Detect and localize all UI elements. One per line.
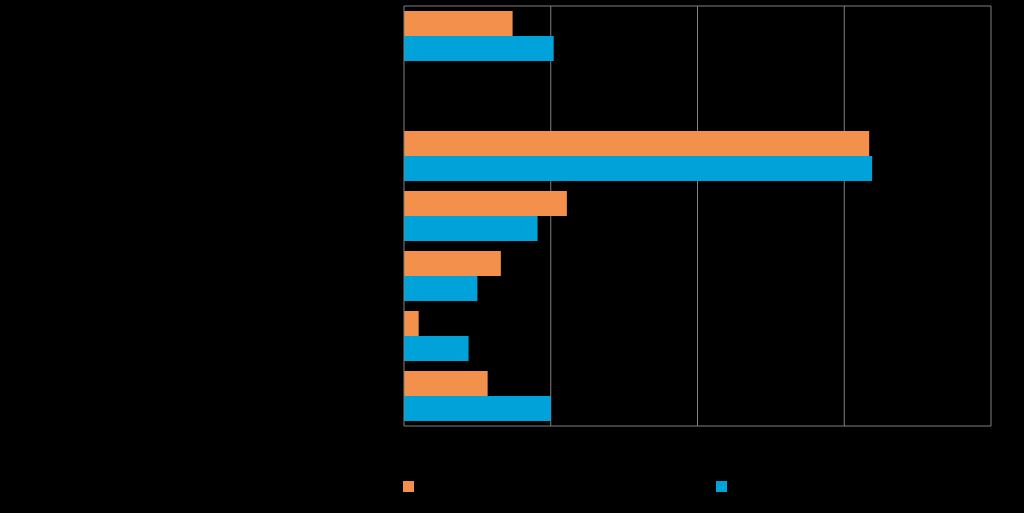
bar-series-1-category-5 [404,251,501,276]
axes [403,6,992,427]
bar-series-2-category-4 [404,216,538,241]
legend-item-series-2 [716,481,735,492]
bar-series-2-category-6 [404,336,469,361]
legend-swatch-series-2 [716,481,727,492]
bar-series-2-category-5 [404,276,478,301]
bar-series-1-category-4 [404,191,567,216]
bar-series-1-category-1 [404,11,513,36]
legend-swatch-series-1 [403,481,414,492]
bar-series-1-category-7 [404,371,488,396]
bars [404,11,873,421]
bar-series-1-category-3 [404,131,870,156]
bar-series-2-category-1 [404,36,554,61]
bar-series-2-category-3 [404,156,873,181]
bar-series-2-category-7 [404,396,551,421]
bar-series-1-category-6 [404,311,419,336]
legend-item-series-1 [403,481,422,492]
